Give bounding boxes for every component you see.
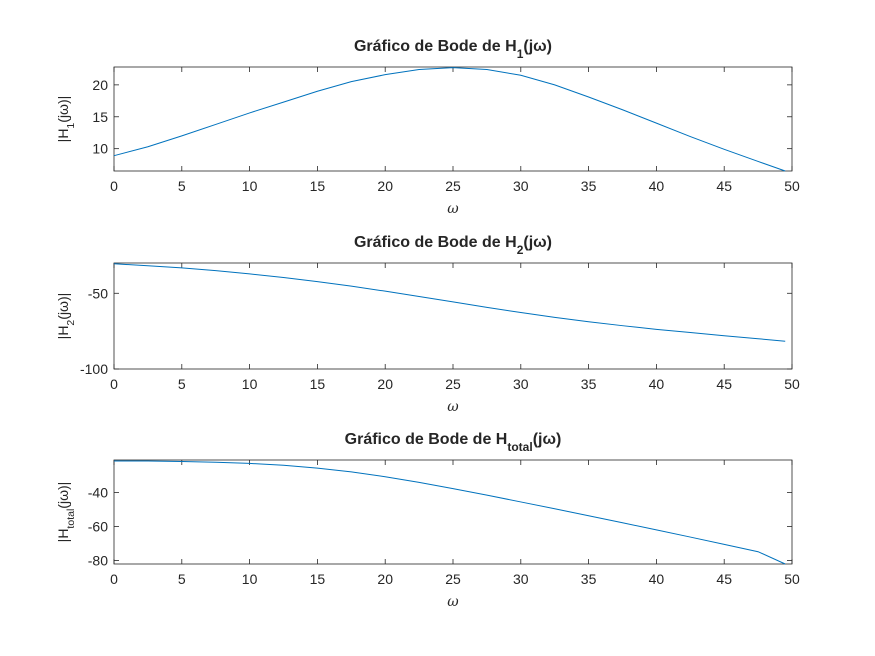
x-tick-label: 50 bbox=[784, 178, 800, 194]
series-line bbox=[113, 263, 786, 342]
x-tick-label: 40 bbox=[649, 178, 665, 194]
y-tick-label: -80 bbox=[88, 553, 108, 569]
x-tick-label: 20 bbox=[377, 376, 393, 392]
x-tick-label: 30 bbox=[513, 571, 529, 587]
x-tick-label: 10 bbox=[242, 178, 258, 194]
x-tick-label: 0 bbox=[110, 571, 118, 587]
x-tick-label: 5 bbox=[178, 376, 186, 392]
series-line bbox=[114, 460, 786, 565]
subplot-2: 0 5 10 15 20 25 30 35 40 45 50 -50 -100 Gráfico de Bo… bbox=[55, 234, 800, 415]
x-tick-label: 35 bbox=[581, 376, 597, 392]
x-tick-label: 0 bbox=[110, 376, 118, 392]
subplot-3: 0 5 10 15 20 25 30 35 40 45 50 -40 -60 -80 Gráfico de … bbox=[55, 431, 800, 610]
x-tick-label: 5 bbox=[178, 571, 186, 587]
x-tick-label: 5 bbox=[178, 178, 186, 194]
x-tick-label: 40 bbox=[649, 376, 665, 392]
x-axis-label: ω bbox=[447, 201, 459, 217]
chart-title: Gráfico de Bode de H2(jω) bbox=[354, 234, 552, 257]
x-tick-label: 30 bbox=[513, 376, 529, 392]
x-tick-label: 10 bbox=[242, 571, 258, 587]
x-tick-label: 15 bbox=[310, 376, 326, 392]
x-tick-label: 35 bbox=[581, 571, 597, 587]
y-axis-label: |H2(jω)| bbox=[55, 293, 77, 340]
x-tick-label: 25 bbox=[445, 376, 461, 392]
y-tick-label: -60 bbox=[88, 518, 108, 534]
axes-box bbox=[113, 262, 793, 370]
y-tick-label: -40 bbox=[88, 484, 108, 500]
x-axis-label: ω bbox=[447, 594, 459, 610]
chart-title: Gráfico de Bode de Htotal(jω) bbox=[345, 431, 562, 454]
x-tick-label: 15 bbox=[310, 178, 326, 194]
x-tick-label: 20 bbox=[377, 571, 393, 587]
x-tick-label: 20 bbox=[377, 178, 393, 194]
x-axis-label: ω bbox=[447, 399, 459, 415]
x-tick-label: 15 bbox=[310, 571, 326, 587]
x-tick-label: 10 bbox=[242, 376, 258, 392]
x-tick-label: 45 bbox=[716, 178, 732, 194]
y-tick-label: -100 bbox=[80, 361, 108, 377]
y-axis-label: |Htotal(jω)| bbox=[55, 482, 77, 543]
series-line bbox=[113, 67, 786, 172]
x-tick-label: 40 bbox=[649, 571, 665, 587]
chart-title: Gráfico de Bode de H1(jω) bbox=[354, 38, 552, 61]
axes-box bbox=[113, 459, 793, 565]
y-tick-label: 15 bbox=[92, 109, 108, 125]
x-tick-label: 50 bbox=[784, 571, 800, 587]
x-tick-label: 50 bbox=[784, 376, 800, 392]
x-tick-label: 25 bbox=[445, 571, 461, 587]
y-tick-label: 10 bbox=[92, 141, 108, 157]
axes-box bbox=[113, 66, 793, 172]
x-tick-label: 45 bbox=[716, 571, 732, 587]
y-tick-label: 20 bbox=[92, 77, 108, 93]
x-tick-label: 45 bbox=[716, 376, 732, 392]
x-tick-label: 35 bbox=[581, 178, 597, 194]
y-tick-label: -50 bbox=[88, 285, 108, 301]
x-tick-label: 0 bbox=[110, 178, 118, 194]
subplot-1: 0 5 10 15 20 25 30 35 40 45 50 10 15 20 Gráfico de Bod… bbox=[55, 38, 800, 217]
x-tick-label: 30 bbox=[513, 178, 529, 194]
x-tick-label: 25 bbox=[445, 178, 461, 194]
y-axis-label: |H1(jω)| bbox=[55, 96, 77, 143]
